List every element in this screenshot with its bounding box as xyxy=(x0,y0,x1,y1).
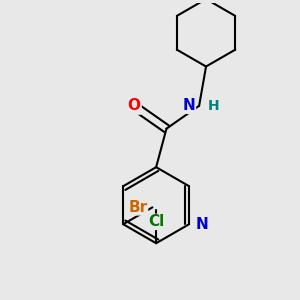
Text: N: N xyxy=(195,217,208,232)
Text: Cl: Cl xyxy=(148,214,164,230)
Text: O: O xyxy=(127,98,140,113)
Text: N: N xyxy=(183,98,195,113)
Text: Br: Br xyxy=(128,200,148,215)
Text: H: H xyxy=(208,99,219,113)
